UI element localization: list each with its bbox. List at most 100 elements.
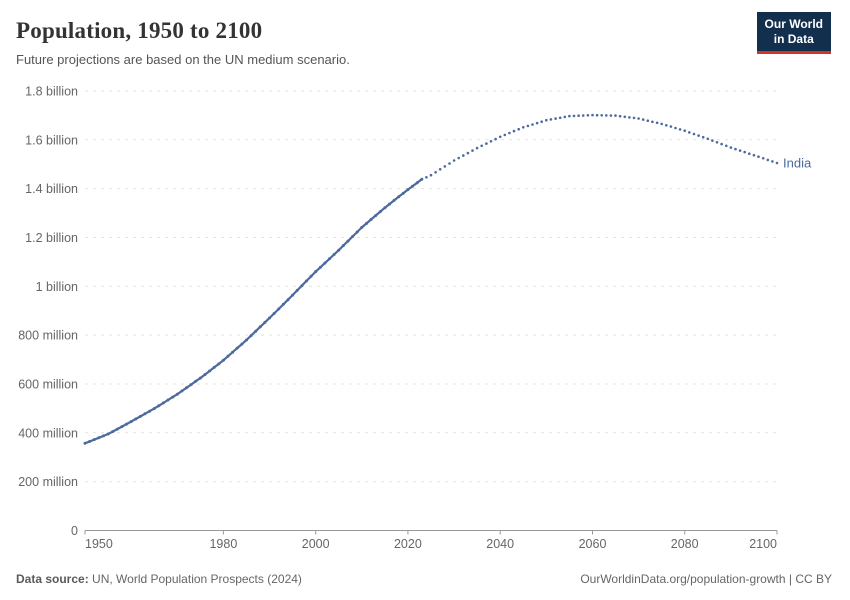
x-tick-label: 2060: [579, 537, 607, 551]
projection-point: [572, 114, 576, 118]
projection-point: [485, 142, 488, 145]
projection-point: [674, 126, 677, 130]
projection-point: [711, 139, 714, 142]
projection-point: [641, 118, 645, 121]
data-point: [254, 329, 258, 333]
projection-point: [725, 144, 728, 148]
projection-point: [517, 127, 520, 131]
data-point: [125, 422, 128, 426]
data-point: [180, 389, 184, 393]
data-point: [397, 195, 401, 199]
projection-point: [586, 114, 590, 117]
data-source-note: Data source: UN, World Population Prospe…: [16, 572, 302, 586]
projection-point: [531, 123, 534, 126]
projection-point: [697, 134, 700, 137]
data-point: [189, 383, 193, 387]
data-point: [258, 325, 262, 329]
data-point: [185, 386, 188, 390]
data-point: [217, 362, 221, 366]
projection-point: [692, 132, 696, 136]
data-point: [194, 379, 198, 383]
data-point: [388, 202, 391, 206]
chart-footer: Data source: UN, World Population Prospe…: [16, 572, 832, 586]
data-point: [203, 373, 207, 377]
projection-point: [475, 146, 479, 150]
projection-point: [651, 120, 654, 124]
projection-point: [591, 113, 594, 117]
data-point: [129, 420, 133, 424]
projection-point: [637, 117, 640, 120]
projection-point: [729, 146, 733, 149]
data-point: [221, 358, 225, 362]
data-point: [157, 404, 161, 408]
projection-point: [480, 144, 484, 148]
projection-point: [466, 151, 470, 155]
projection-point: [683, 129, 686, 132]
data-point: [277, 307, 281, 311]
data-point: [332, 253, 336, 256]
x-tick-label: 2100: [749, 537, 777, 551]
data-point: [92, 438, 96, 442]
data-point: [415, 181, 419, 185]
data-point: [351, 235, 355, 238]
projection-point: [508, 131, 511, 135]
data-point: [337, 248, 341, 252]
data-point: [392, 198, 396, 202]
y-tick-label: 200 million: [18, 475, 78, 489]
x-tick-label: 2020: [394, 537, 422, 551]
projection-point: [425, 176, 428, 179]
data-point: [268, 316, 271, 320]
owid-logo: Our World in Data: [756, 12, 831, 54]
data-point: [383, 206, 387, 210]
data-point: [161, 401, 165, 405]
data-point: [148, 409, 152, 413]
y-tick-label: 600 million: [18, 378, 78, 392]
chart-subtitle: Future projections are based on the UN m…: [16, 52, 350, 67]
data-point: [323, 261, 327, 265]
projection-point: [498, 135, 502, 139]
data-point: [314, 270, 318, 274]
data-point: [369, 218, 373, 221]
projection-point: [489, 140, 493, 143]
projection-point: [554, 117, 557, 120]
projection-point: [558, 116, 562, 120]
projection-point: [595, 113, 599, 117]
data-point: [309, 274, 313, 278]
projection-point: [775, 161, 779, 165]
data-point: [120, 425, 124, 429]
data-source-label: Data source:: [16, 572, 89, 586]
data-point: [111, 430, 115, 434]
projection-point: [545, 118, 548, 122]
projection-point: [609, 114, 613, 117]
x-tick-label: 1950: [85, 537, 113, 551]
projection-point: [688, 131, 691, 134]
projection-point: [452, 159, 456, 162]
data-point: [328, 257, 331, 261]
projection-point: [678, 128, 682, 131]
projection-point: [660, 122, 663, 126]
data-point: [166, 398, 170, 402]
y-tick-label: 400 million: [18, 426, 78, 440]
projection-point: [743, 150, 746, 154]
data-source-value: UN, World Population Prospects (2024): [88, 572, 302, 586]
projection-point: [771, 160, 774, 163]
data-point: [143, 412, 147, 416]
data-point: [364, 222, 368, 225]
logo-line-2: in Data: [773, 32, 814, 46]
data-point: [295, 288, 299, 292]
projection-point: [628, 116, 631, 119]
data-point: [272, 312, 276, 315]
projection-point: [494, 137, 497, 141]
projection-point: [757, 155, 760, 158]
projection-point: [535, 121, 539, 125]
data-point: [134, 417, 138, 421]
owid-license-link[interactable]: OurWorldinData.org/population-growth | C…: [580, 572, 832, 586]
title-block: Population, 1950 to 2100 Future projecti…: [16, 12, 350, 67]
data-point: [411, 184, 414, 188]
data-point: [374, 214, 378, 218]
data-point: [286, 298, 290, 302]
projection-point: [738, 149, 742, 152]
projection-point: [462, 154, 465, 157]
data-point: [304, 279, 308, 283]
